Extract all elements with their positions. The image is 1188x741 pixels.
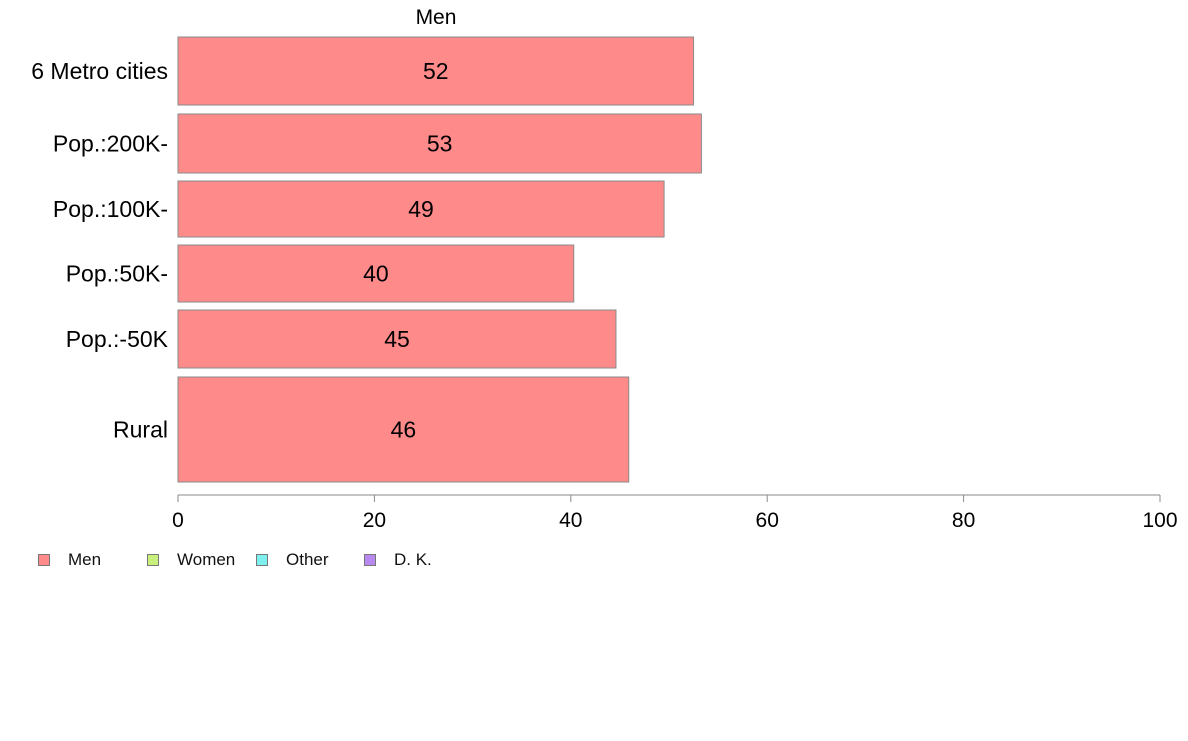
legend-item-other: Other	[256, 549, 329, 571]
x-axis: 0 20 40 60 80 100	[172, 494, 1178, 532]
legend-item-men: Men	[38, 549, 101, 571]
bar-5	[177, 376, 630, 483]
category-label-2: Pop.:100K-	[53, 196, 168, 222]
category-label-0: 6 Metro cities	[31, 58, 168, 84]
x-tick-label-2: 40	[559, 509, 582, 532]
category-label-5: Rural	[113, 417, 168, 443]
bar-1	[177, 113, 702, 174]
bar-value-label-5: 46	[391, 417, 417, 443]
chart-title: Men	[416, 6, 457, 29]
x-tick-label-1: 20	[363, 509, 386, 532]
legend-swatch-men	[38, 554, 50, 566]
bar-value-label-2: 49	[408, 196, 434, 222]
legend-swatch-women	[147, 554, 159, 566]
legend-item-dk: D. K.	[364, 549, 432, 571]
bar-4	[177, 309, 617, 369]
category-label-3: Pop.:50K-	[66, 261, 168, 287]
legend-label-men: Men	[68, 550, 102, 569]
legend-label-other: Other	[286, 550, 329, 569]
category-label-1: Pop.:200K-	[53, 131, 168, 157]
x-tick-label-0: 0	[172, 509, 184, 532]
bars-layer: 52 6 Metro cities 53 Pop.:200K- 49 Pop.:100K-…	[31, 36, 702, 483]
legend-item-women: Women	[147, 549, 235, 571]
legend-swatch-other	[256, 554, 268, 566]
legend-swatch-dk	[364, 554, 376, 566]
bar-value-label-1: 53	[427, 131, 453, 157]
bar-0	[177, 36, 695, 106]
category-label-4: Pop.:-50K	[66, 326, 169, 352]
bar-3	[177, 244, 575, 303]
x-tick-label-4: 80	[952, 509, 975, 532]
bar-value-label-0: 52	[423, 58, 449, 84]
bar-2	[177, 180, 665, 238]
bar-value-label-3: 40	[363, 261, 389, 287]
legend-label-women: Women	[177, 550, 236, 569]
x-tick-label-3: 60	[756, 509, 779, 532]
legend-label-dk: D. K.	[394, 550, 432, 569]
bar-value-label-4: 45	[384, 326, 410, 352]
x-tick-label-5: 100	[1142, 509, 1177, 532]
